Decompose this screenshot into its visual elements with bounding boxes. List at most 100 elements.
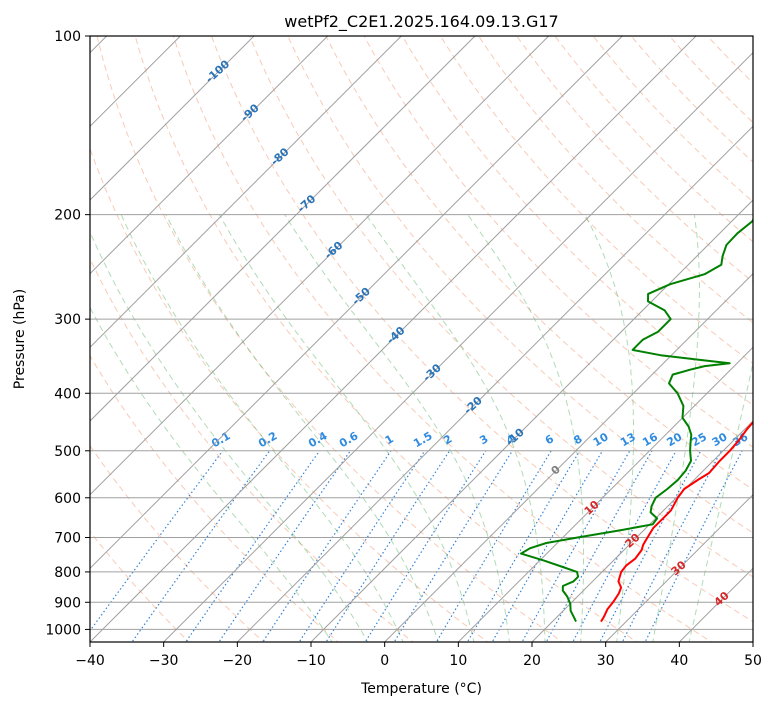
pressure-gridlines: [90, 36, 753, 630]
mixing-ratio-line: [599, 450, 702, 642]
x-tick-label: −30: [149, 653, 179, 669]
x-tick-label: 0: [380, 653, 389, 669]
x-tick-label: −10: [296, 653, 326, 669]
mixing-ratio-line: [644, 450, 743, 642]
isotherm-line: [236, 125, 753, 642]
x-tick-label: 30: [597, 653, 615, 669]
isotherm-line: [605, 493, 753, 642]
moist-adiabat-line: [584, 214, 634, 642]
mixing-ratio-label: 0.2: [256, 429, 279, 450]
y-tick-label: 1000: [45, 622, 81, 638]
moist-adiabat-line: [218, 214, 475, 642]
y-tick-label: 600: [54, 491, 81, 507]
mixing-ratio-line: [491, 450, 604, 642]
y-tick-label: 100: [54, 29, 81, 45]
x-tick-label: 10: [449, 653, 467, 669]
isotherm-line: [90, 36, 329, 275]
isotherm-line: [752, 641, 753, 642]
y-tick-label: 800: [54, 565, 81, 581]
mixing-ratio-line: [298, 450, 426, 642]
isotherm-line: [90, 36, 697, 642]
dry-adiabat-line: [249, 36, 753, 578]
mixing-ratio-label: 8: [571, 432, 584, 447]
mixing-ratio-line: [364, 450, 487, 642]
dry-adiabat-line: [90, 257, 414, 642]
mixing-ratio-line: [393, 450, 513, 642]
x-axis-label: Temperature (°C): [360, 681, 482, 697]
mixing-ratio-label: 0.4: [306, 429, 330, 450]
isotherm-line: [90, 36, 255, 201]
moist-adiabat-line: [652, 214, 700, 642]
y-axis-label: Pressure (hPa): [12, 289, 28, 389]
x-tick-label: −40: [75, 653, 105, 669]
y-tick-label: 200: [54, 208, 81, 224]
moist-adiabat-line: [467, 214, 584, 642]
mixing-ratio-line: [185, 450, 321, 642]
isotherm-line: [90, 36, 623, 570]
mixing-ratio-line: [466, 450, 581, 642]
x-tick-label: 20: [523, 653, 541, 669]
isotherm-line: [384, 272, 753, 642]
dry-adiabat-line: [90, 444, 265, 642]
dry-adiabat-line: [96, 36, 564, 642]
moist-adiabats: [90, 214, 753, 642]
x-tick-label: 50: [744, 653, 762, 669]
dry-adiabat-line: [287, 36, 753, 534]
moist-adiabat-line: [120, 214, 404, 642]
y-tick-label: 500: [54, 444, 81, 460]
dry-adiabat-line: [706, 36, 753, 84]
moist-adiabat-line: [90, 306, 333, 642]
y-tick-label: 300: [54, 312, 81, 328]
dry-adiabat-line: [592, 36, 753, 203]
mixing-ratio-label: 2: [441, 432, 454, 447]
mixing-ratio-lines: 0.1 0.2 0.4 0.6 1 1.5 2 3 4 6 8 10 13 16 20 25 30 36: [90, 429, 751, 642]
mixing-ratio-label: 16: [640, 430, 660, 449]
moist-adiabat-line: [365, 214, 546, 642]
mixing-ratio-label: 6: [543, 432, 556, 447]
mixing-ratio-line: [325, 450, 451, 642]
moist-adiabat-line: [284, 214, 510, 642]
plot-area: 0.1 0.2 0.4 0.6 1 1.5 2 3 4 6 8 10 13 16 20 25 30 36 -100…: [90, 36, 753, 642]
mixing-ratio-line: [621, 450, 722, 642]
isotherm-line: [531, 420, 753, 642]
mixing-ratio-line: [262, 450, 392, 642]
x-axis-ticks: −40 −30 −20 −10 0 10 20 30 40 50: [75, 642, 762, 669]
isotherm-line: [90, 36, 550, 496]
mixing-ratio-label: 25: [689, 430, 709, 449]
x-tick-label: 40: [670, 653, 688, 669]
profiles: [520, 217, 753, 623]
isotherm-line: [310, 199, 753, 642]
dry-adiabat-line: [439, 36, 753, 365]
dry-adiabat-line: [90, 147, 489, 642]
dry-adiabat-line: [668, 36, 753, 124]
x-tick-label: −20: [223, 653, 253, 669]
dry-adiabat-line: [134, 36, 638, 642]
mixing-ratio-label: 1: [383, 432, 396, 447]
dewpoint-profile: [520, 217, 753, 623]
moist-adiabat-line: [688, 360, 753, 642]
mixing-ratio-line: [218, 450, 351, 642]
isotherm-line: [457, 346, 753, 642]
temperature-profile: [600, 420, 753, 623]
plot-frame: [89, 35, 754, 643]
mixing-ratio-label: 0.1: [209, 429, 232, 450]
mixing-ratio-line: [572, 450, 677, 642]
dry-adiabat-line: [363, 36, 753, 448]
isotherm-line: [90, 36, 476, 422]
mixing-ratio-label: 1.5: [411, 429, 434, 450]
isotherm-line: [163, 51, 753, 642]
mixing-ratio-label: 3: [477, 432, 490, 447]
isotherm-line: [90, 36, 402, 349]
moist-adiabat-line: [165, 214, 440, 642]
mixing-ratio-label: 30: [710, 430, 730, 449]
chart-title: wetPf2_C2E1.2025.164.09.13.G17: [284, 12, 558, 32]
y-tick-label: 700: [54, 531, 81, 547]
skewed-isotherms: [90, 36, 753, 642]
y-tick-label: 900: [54, 595, 81, 611]
mixing-ratio-label: 0.6: [337, 429, 361, 450]
y-axis-ticks: 100 200 300 400 500 600 700 800 900 1000: [45, 29, 90, 638]
y-tick-label: 400: [54, 386, 81, 402]
mixing-ratio-label: 13: [618, 430, 638, 449]
